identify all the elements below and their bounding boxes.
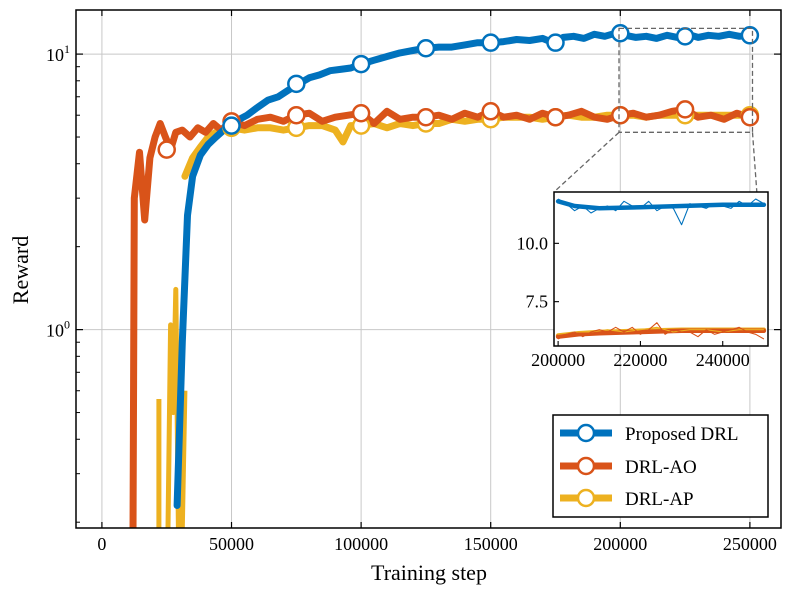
series-spike-drl-ap-2 xyxy=(179,390,188,528)
marker-drl-ao-4 xyxy=(416,107,436,127)
marker-proposed-drl-1 xyxy=(287,74,306,94)
inset-x-tick-label-0: 200000 xyxy=(531,350,585,370)
marker-drl-ao-0 xyxy=(157,140,176,159)
legend-marker-proposed-drl xyxy=(576,423,596,443)
inset-smooth-proposed-drl xyxy=(555,199,767,211)
legend-label-proposed-drl: Proposed DRL xyxy=(625,424,738,445)
inset-frame xyxy=(553,191,769,347)
series-spike-drl-ap-1 xyxy=(165,286,181,528)
axis-layer: 0 50000 100000 150000 200000 250000 100 101 xyxy=(46,9,782,554)
marker-drl-ao-9 xyxy=(740,107,760,127)
marker-drl-ao-8 xyxy=(675,100,695,119)
marker-drl-ao-5 xyxy=(481,102,500,121)
x-tick-label-1: 50000 xyxy=(209,534,254,554)
y-tick-label-1: 101 xyxy=(46,42,70,65)
legend-entry-drl-ap: DRL-AP xyxy=(560,488,694,510)
marker-proposed-drl-0 xyxy=(222,116,241,135)
x-axis-label: Training step xyxy=(371,560,487,585)
x-tick-label-2: 100000 xyxy=(334,534,388,554)
legend-marker-drl-ap xyxy=(576,488,596,508)
legend-label-drl-ap: DRL-AP xyxy=(625,489,694,510)
marker-proposed-drl-2 xyxy=(351,54,371,74)
plot-frame xyxy=(75,9,782,529)
legend: Proposed DRL DRL-AO DRL-AP xyxy=(552,414,769,518)
legend-marker-drl-ao xyxy=(576,456,596,476)
x-tick-label-5: 250000 xyxy=(723,534,777,554)
marker-proposed-drl-3 xyxy=(416,38,436,58)
x-tick-label-0: 0 xyxy=(97,534,106,554)
legend-entry-drl-ao: DRL-AO xyxy=(560,456,697,478)
inset-raw-drl-ao xyxy=(557,322,765,340)
series-layer xyxy=(129,24,760,528)
marker-drl-ao-3 xyxy=(351,103,371,123)
series-line-drl-ap xyxy=(181,111,754,180)
marker-proposed-drl-8 xyxy=(740,26,760,45)
inset-x-tick-label-1: 220000 xyxy=(613,350,667,370)
zoom-connector-left xyxy=(553,131,620,193)
y-tick-label-0: 100 xyxy=(46,318,70,341)
x-tick-label-4: 200000 xyxy=(593,534,647,554)
inset-y-tick-label-1: 10.0 xyxy=(517,233,549,253)
series-line-proposed-drl xyxy=(173,29,754,509)
marker-proposed-drl-5 xyxy=(546,33,565,52)
marker-proposed-drl-4 xyxy=(481,33,500,52)
marker-drl-ao-2 xyxy=(287,105,306,125)
x-tick-label-3: 150000 xyxy=(464,534,518,554)
y-axis-label: Reward xyxy=(8,236,33,304)
zoom-box xyxy=(618,27,754,133)
marker-proposed-drl-7 xyxy=(675,27,695,46)
inset-plot-area xyxy=(555,198,767,340)
marker-proposed-drl-6 xyxy=(611,24,630,43)
inset-x-tick-label-2: 240000 xyxy=(696,350,750,370)
marker-drl-ao-7 xyxy=(611,105,630,125)
legend-entry-proposed-drl: Proposed DRL xyxy=(560,423,738,445)
inset-chart: 200000 220000 240000 7.5 10.0 xyxy=(517,191,769,370)
marker-drl-ao-6 xyxy=(546,107,565,127)
inset-background xyxy=(554,192,768,346)
inset-raw-proposed-drl xyxy=(557,198,765,226)
legend-label-drl-ao: DRL-AO xyxy=(625,457,697,478)
inset-y-tick-label-0: 7.5 xyxy=(526,292,549,312)
